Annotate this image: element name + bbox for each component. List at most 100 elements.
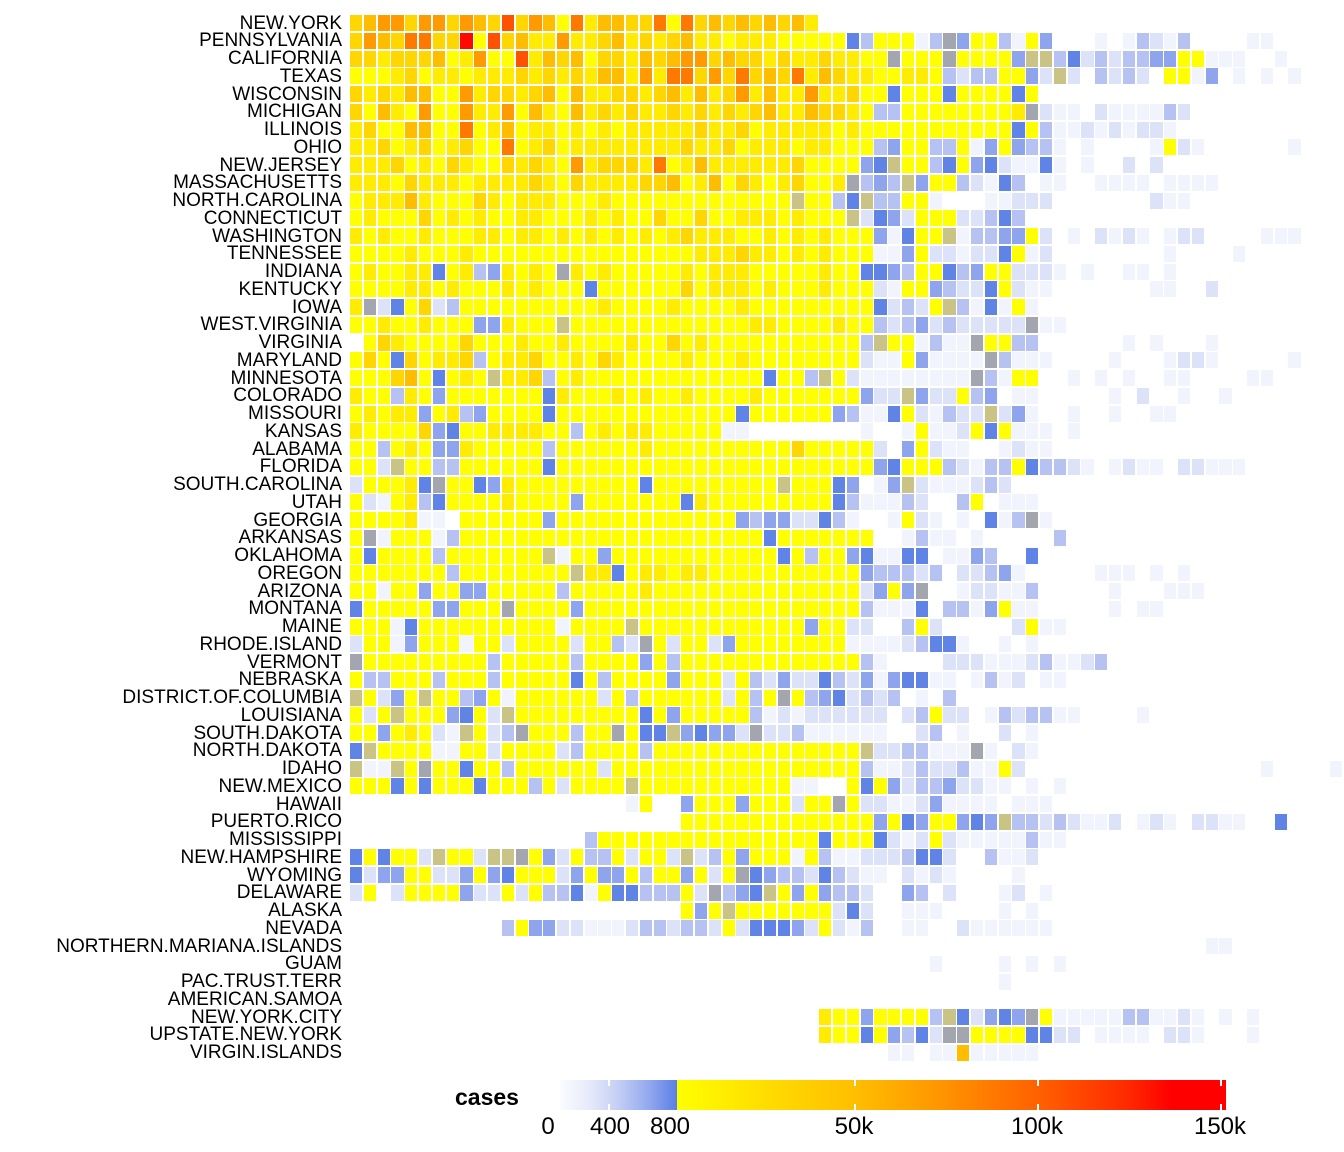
heatmap-cell bbox=[998, 50, 1011, 67]
heatmap-cell bbox=[736, 334, 749, 351]
heatmap-cell bbox=[639, 796, 653, 813]
heatmap-cell bbox=[777, 831, 791, 848]
heatmap-cell bbox=[902, 476, 915, 493]
heatmap-cell bbox=[902, 423, 915, 440]
heatmap-cell bbox=[929, 1009, 942, 1026]
heatmap-cell bbox=[363, 68, 377, 85]
heatmap-cell bbox=[405, 423, 418, 440]
heatmap-cell bbox=[529, 299, 542, 316]
heatmap-cell bbox=[598, 494, 611, 511]
heatmap-cell bbox=[1164, 813, 1177, 830]
heatmap-cell bbox=[984, 405, 998, 422]
heatmap-cell bbox=[736, 813, 749, 830]
heatmap-cell bbox=[377, 157, 390, 174]
heatmap-cell bbox=[708, 15, 722, 32]
heatmap-cell bbox=[750, 50, 763, 67]
heatmap-cell bbox=[1026, 352, 1039, 369]
heatmap-cell bbox=[777, 689, 791, 706]
heatmap-cell bbox=[1053, 955, 1067, 972]
heatmap-cell bbox=[1150, 565, 1163, 582]
heatmap-cell bbox=[860, 299, 873, 316]
heatmap-cell bbox=[350, 742, 363, 759]
heatmap-cell bbox=[543, 32, 556, 49]
heatmap-cell bbox=[902, 707, 915, 724]
heatmap-cell bbox=[833, 245, 846, 262]
heatmap-cell bbox=[515, 281, 528, 298]
heatmap-cell bbox=[501, 50, 515, 67]
heatmap-cell bbox=[1012, 600, 1025, 617]
heatmap-cell bbox=[984, 778, 998, 795]
heatmap-cell bbox=[708, 210, 722, 227]
heatmap-cell bbox=[957, 405, 970, 422]
heatmap-cell bbox=[791, 600, 804, 617]
row-label: MAINE bbox=[281, 616, 342, 637]
heatmap-cell bbox=[584, 707, 597, 724]
heatmap-cell bbox=[736, 316, 749, 333]
heatmap-cell bbox=[350, 263, 363, 280]
heatmap-cell bbox=[846, 600, 860, 617]
heatmap-cell bbox=[943, 707, 956, 724]
heatmap-cell bbox=[639, 600, 653, 617]
heatmap-cell bbox=[984, 157, 998, 174]
heatmap-cell bbox=[1040, 654, 1053, 671]
heatmap-cell bbox=[846, 263, 860, 280]
heatmap-cell bbox=[598, 636, 611, 653]
heatmap-cell bbox=[902, 50, 915, 67]
heatmap-cell bbox=[584, 441, 597, 458]
heatmap-cell bbox=[446, 742, 459, 759]
heatmap-cell bbox=[791, 174, 804, 191]
heatmap-cell bbox=[888, 228, 901, 245]
heatmap-cell bbox=[474, 742, 487, 759]
heatmap-cell bbox=[929, 192, 942, 209]
heatmap-cell bbox=[929, 476, 942, 493]
heatmap-cell bbox=[598, 210, 611, 227]
heatmap-cell bbox=[764, 316, 777, 333]
heatmap-cell bbox=[888, 103, 901, 120]
heatmap-cell bbox=[1026, 68, 1039, 85]
heatmap-cell bbox=[432, 174, 446, 191]
heatmap-cell bbox=[805, 618, 818, 635]
heatmap-cell bbox=[777, 263, 791, 280]
heatmap-cell bbox=[708, 121, 722, 138]
heatmap-cell bbox=[488, 121, 501, 138]
heatmap-cell bbox=[902, 884, 915, 901]
heatmap-cell bbox=[833, 813, 846, 830]
heatmap-cell bbox=[391, 441, 404, 458]
heatmap-cell bbox=[708, 849, 722, 866]
heatmap-cell bbox=[626, 796, 639, 813]
heatmap-cell bbox=[1109, 583, 1122, 600]
heatmap-cell bbox=[474, 600, 487, 617]
heatmap-cell bbox=[557, 103, 570, 120]
heatmap-cell bbox=[350, 583, 363, 600]
heatmap-cell bbox=[557, 157, 570, 174]
heatmap-cell bbox=[957, 654, 970, 671]
heatmap-cell bbox=[653, 157, 666, 174]
heatmap-cell bbox=[846, 1026, 860, 1043]
heatmap-cell bbox=[419, 636, 432, 653]
heatmap-cell bbox=[764, 813, 777, 830]
heatmap-cell bbox=[1012, 813, 1025, 830]
heatmap-cell bbox=[419, 139, 432, 156]
heatmap-cell bbox=[474, 50, 487, 67]
heatmap-cell bbox=[1026, 50, 1039, 67]
heatmap-cell bbox=[391, 689, 404, 706]
heatmap-cell bbox=[405, 458, 418, 475]
heatmap-cell bbox=[612, 689, 625, 706]
heatmap-cell bbox=[639, 86, 653, 103]
heatmap-cell bbox=[777, 50, 791, 67]
heatmap-cell bbox=[805, 228, 818, 245]
heatmap-cell bbox=[391, 565, 404, 582]
heatmap-cell bbox=[805, 50, 818, 67]
heatmap-cell bbox=[667, 121, 680, 138]
heatmap-cell bbox=[612, 86, 625, 103]
heatmap-cell bbox=[791, 849, 804, 866]
heatmap-cell bbox=[626, 263, 639, 280]
heatmap-cell bbox=[984, 423, 998, 440]
heatmap-cell bbox=[584, 760, 597, 777]
heatmap-cell bbox=[874, 86, 887, 103]
heatmap-cell bbox=[833, 228, 846, 245]
heatmap-cell bbox=[1095, 50, 1108, 67]
heatmap-cell bbox=[819, 68, 832, 85]
heatmap-cell bbox=[405, 600, 418, 617]
heatmap-cell bbox=[446, 618, 459, 635]
